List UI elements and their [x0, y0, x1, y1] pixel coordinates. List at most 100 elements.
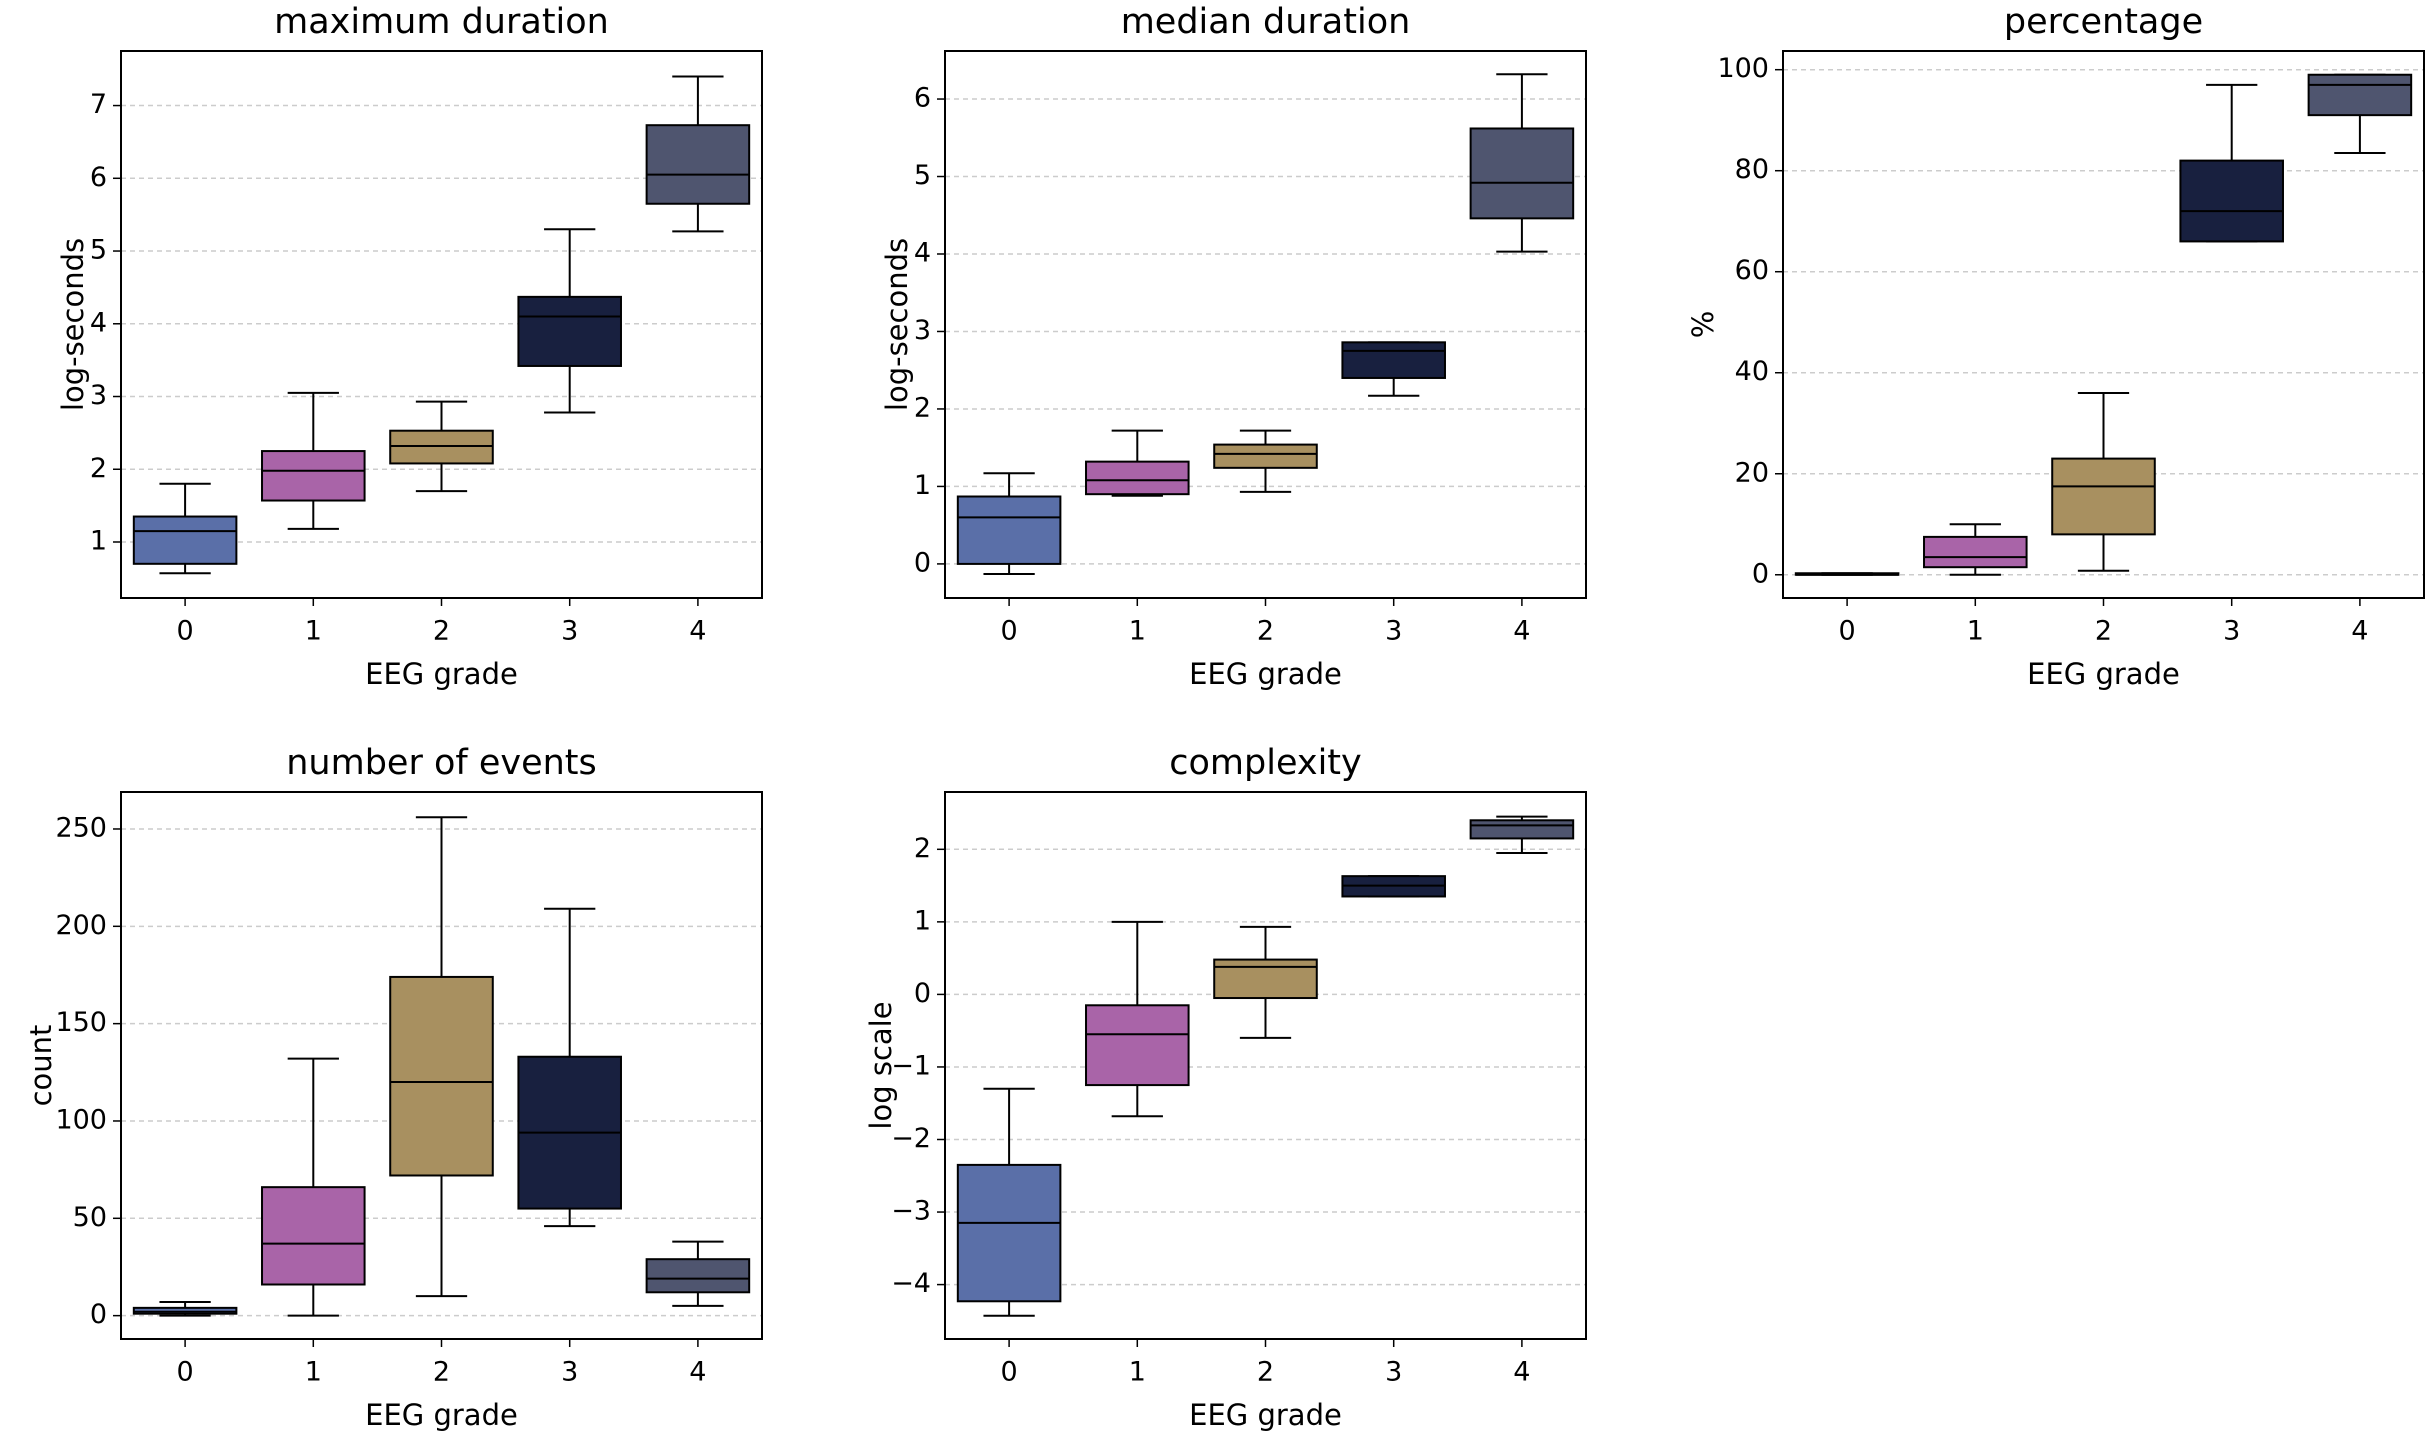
x-tick-label: 3	[2223, 616, 2240, 647]
y-tick-label: −4	[891, 1268, 931, 1299]
x-tick-label: 4	[1513, 616, 1530, 647]
y-tick-label: −3	[891, 1196, 931, 1227]
box	[1213, 958, 1318, 1000]
y-tick-label: 100	[55, 1104, 107, 1135]
x-tick-label: 0	[177, 1357, 194, 1388]
x-tick-label: 0	[1001, 1357, 1018, 1388]
x-tick-label: 2	[2095, 616, 2112, 647]
x-tick-label: 0	[1839, 616, 1856, 647]
x-tick-label: 1	[1967, 616, 1984, 647]
y-tick-label: 150	[55, 1007, 107, 1038]
x-axis-label: EEG grade	[1189, 1398, 1342, 1432]
x-tick-label: 3	[1385, 616, 1402, 647]
x-tick-label: 0	[177, 616, 194, 647]
y-axis-label: count	[24, 1025, 58, 1107]
x-tick-label: 3	[561, 1357, 578, 1388]
y-tick-label: 20	[1735, 457, 1769, 488]
axes-frame	[1782, 50, 2425, 599]
y-tick-label: 100	[1717, 53, 1769, 84]
box	[261, 1186, 366, 1286]
x-tick-label: 2	[1257, 1357, 1274, 1388]
y-tick-label: 7	[90, 89, 107, 120]
x-tick-label: 0	[1001, 616, 1018, 647]
y-tick-label: 4	[90, 307, 107, 338]
chart-title: percentage	[2004, 2, 2203, 42]
y-tick-label: 50	[73, 1202, 107, 1233]
box	[132, 515, 238, 565]
x-tick-label: 3	[561, 616, 578, 647]
x-tick-label: 1	[1129, 616, 1146, 647]
y-axis-label: log scale	[864, 1001, 898, 1129]
box	[261, 450, 366, 502]
x-tick-label: 1	[305, 616, 322, 647]
y-tick-label: 1	[914, 470, 931, 501]
box	[645, 1258, 751, 1294]
box	[1469, 819, 1575, 840]
box	[389, 429, 494, 465]
axes-frame	[944, 791, 1587, 1340]
y-tick-label: 3	[90, 380, 107, 411]
y-tick-label: −2	[891, 1123, 931, 1154]
y-tick-label: 250	[55, 812, 107, 843]
chart-title: maximum duration	[274, 2, 609, 42]
y-tick-label: 1	[914, 905, 931, 936]
y-tick-label: 5	[914, 160, 931, 191]
y-tick-label: 0	[1752, 558, 1769, 589]
box	[1085, 460, 1190, 496]
box	[389, 975, 494, 1177]
y-tick-label: 2	[90, 453, 107, 484]
y-tick-label: 6	[90, 162, 107, 193]
x-axis-label: EEG grade	[365, 1398, 518, 1432]
axes-frame	[944, 50, 1587, 599]
y-tick-label: 3	[914, 315, 931, 346]
chart-title: median duration	[1121, 2, 1411, 42]
y-tick-label: 5	[90, 235, 107, 266]
box	[1923, 535, 2028, 569]
y-tick-label: 200	[55, 910, 107, 941]
y-axis-label: %	[1686, 311, 1720, 339]
y-tick-label: 40	[1735, 356, 1769, 387]
x-axis-label: EEG grade	[1189, 657, 1342, 691]
y-tick-label: 1	[90, 525, 107, 556]
x-tick-label: 2	[1257, 616, 1274, 647]
box	[2179, 159, 2284, 243]
y-tick-label: 60	[1735, 255, 1769, 286]
y-tick-label: 0	[914, 547, 931, 578]
axes-frame	[120, 791, 763, 1340]
x-tick-label: 4	[689, 1357, 706, 1388]
chart-title: number of events	[286, 743, 597, 783]
box	[1341, 341, 1446, 379]
x-tick-label: 4	[689, 616, 706, 647]
x-tick-label: 2	[433, 616, 450, 647]
y-tick-label: 80	[1735, 154, 1769, 185]
y-tick-label: 2	[914, 392, 931, 423]
axes-frame	[120, 50, 763, 599]
y-tick-label: 2	[914, 833, 931, 864]
y-tick-label: 4	[914, 237, 931, 268]
y-tick-label: 0	[914, 978, 931, 1009]
box	[956, 495, 1062, 565]
x-tick-label: 3	[1385, 1357, 1402, 1388]
box	[1213, 443, 1318, 469]
box	[2051, 457, 2156, 536]
box	[645, 124, 751, 205]
x-tick-label: 2	[433, 1357, 450, 1388]
box	[1469, 127, 1575, 220]
chart-title: complexity	[1169, 743, 1361, 783]
y-axis-label: log-seconds	[56, 238, 90, 411]
box	[1085, 1004, 1190, 1087]
y-tick-label: 0	[90, 1299, 107, 1330]
box	[956, 1163, 1062, 1303]
box	[2307, 73, 2413, 117]
y-tick-label: −1	[891, 1050, 931, 1081]
x-tick-label: 4	[2351, 616, 2368, 647]
x-axis-label: EEG grade	[365, 657, 518, 691]
x-tick-label: 1	[305, 1357, 322, 1388]
x-tick-label: 4	[1513, 1357, 1530, 1388]
box	[517, 295, 622, 367]
y-axis-label: log-seconds	[880, 238, 914, 411]
x-tick-label: 1	[1129, 1357, 1146, 1388]
x-axis-label: EEG grade	[2027, 657, 2180, 691]
y-tick-label: 6	[914, 83, 931, 114]
